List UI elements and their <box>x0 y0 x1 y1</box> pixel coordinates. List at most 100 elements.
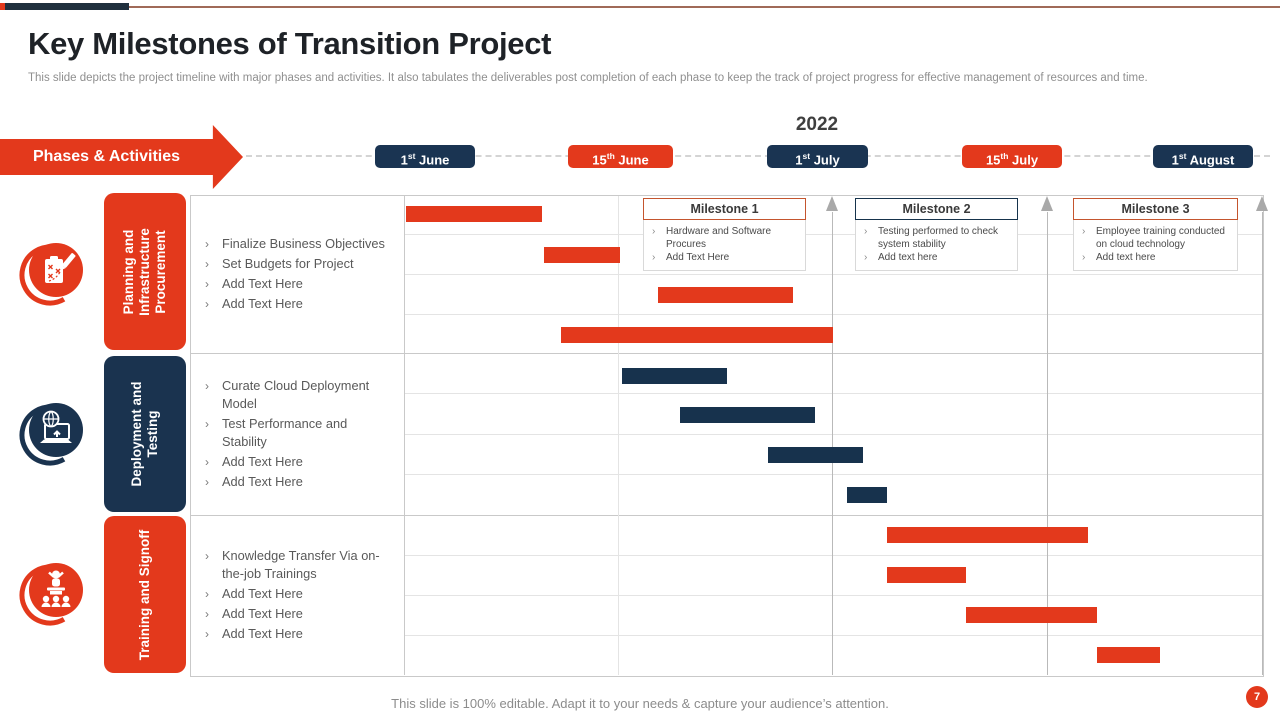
milestone-item: › Testing performed to check system stabi… <box>864 226 999 250</box>
date-pill-1st-august: 1st August <box>1153 145 1253 168</box>
activity-item: › Add Text Here <box>205 276 303 291</box>
activity-item: › Add Text Here <box>205 606 303 621</box>
topbar-rule-line <box>129 6 1280 8</box>
chevron-bullet: › <box>205 549 209 563</box>
phase-label-deployment: Deployment and Testing <box>104 356 186 512</box>
slide-subtitle: This slide depicts the project timeline … <box>28 72 1148 84</box>
milestone-items: › Testing performed to check system stabi… <box>855 220 1018 271</box>
grid-row-line <box>404 635 1262 636</box>
chevron-bullet: › <box>1082 252 1086 263</box>
laptop-cloud-icon <box>19 398 89 468</box>
gantt-bar <box>406 206 542 222</box>
clipboard-strategy-icon <box>19 238 89 308</box>
gantt-bar <box>658 287 793 303</box>
date-pill-15th-june: 15th June <box>568 145 673 168</box>
chevron-bullet: › <box>864 226 868 237</box>
page-title: Key Milestones of Transition Project <box>28 26 552 61</box>
chevron-bullet: › <box>205 607 209 621</box>
activities-list: › Knowledge Transfer Via on-the-job Train… <box>190 515 404 675</box>
milestone-arrow-up-icon <box>826 196 838 211</box>
topbar-red-segment <box>0 3 5 10</box>
activity-item: › Add Text Here <box>205 296 303 311</box>
year-label: 2022 <box>795 114 839 135</box>
gantt-bar <box>544 247 620 263</box>
grid-column-line <box>618 195 619 675</box>
activity-item: › Test Performance and Stability <box>205 416 348 449</box>
banner-label: Phases & Activities <box>32 148 181 165</box>
grid-row-line <box>404 393 1262 394</box>
timeline-dashed-line <box>246 155 1270 157</box>
activity-item: › Add Text Here <box>205 454 303 469</box>
milestone-title: Milestone 2 <box>855 198 1018 220</box>
chevron-bullet: › <box>205 237 209 251</box>
chevron-bullet: › <box>205 455 209 469</box>
milestone-line <box>1262 212 1263 675</box>
chevron-bullet: › <box>652 252 656 263</box>
activity-item: › Add Text Here <box>205 586 303 601</box>
activity-item: › Add Text Here <box>205 626 303 641</box>
milestone-items: › Hardware and Software Procures › Add Text… <box>643 220 806 271</box>
phase-separator-line <box>190 515 1262 516</box>
chevron-bullet: › <box>1082 226 1086 237</box>
gantt-bar <box>887 527 1088 543</box>
milestone-title: Milestone 1 <box>643 198 806 220</box>
activities-list: › Finalize Business Objectives › Set Budget… <box>190 195 404 353</box>
activity-item: › Set Budgets for Project <box>205 256 354 271</box>
milestone-line <box>832 212 833 675</box>
milestone-item: › Add text here <box>864 252 938 263</box>
grid-row-line <box>404 595 1262 596</box>
chevron-bullet: › <box>205 277 209 291</box>
gantt-bar <box>1097 647 1160 663</box>
milestone-box: Milestone 2 › Testing performed to check s… <box>855 198 1018 271</box>
milestone-item: › Employee training conducted on cloud te… <box>1082 226 1225 250</box>
chevron-bullet: › <box>205 587 209 601</box>
milestone-box: Milestone 3 › Employee training conducted … <box>1073 198 1238 271</box>
chevron-bullet: › <box>205 257 209 271</box>
chevron-bullet: › <box>864 252 868 263</box>
grid-row-line <box>404 314 1262 315</box>
milestone-line <box>1047 212 1048 675</box>
gantt-bar <box>768 447 863 463</box>
activity-item: › Finalize Business Objectives <box>205 236 385 251</box>
chevron-bullet: › <box>205 297 209 311</box>
chevron-bullet: › <box>205 379 209 393</box>
activity-item: › Add Text Here <box>205 474 303 489</box>
footer-note: This slide is 100% editable. Adapt it to… <box>391 696 889 711</box>
activities-gantt-divider <box>404 195 405 675</box>
milestone-arrow-up-icon <box>1041 196 1053 211</box>
date-pill-1st-july: 1st July <box>767 145 868 168</box>
chevron-bullet: › <box>652 226 656 237</box>
chevron-bullet: › <box>205 627 209 641</box>
gantt-bar <box>887 567 966 583</box>
table-outline <box>190 195 1264 677</box>
grid-row-line <box>404 474 1262 475</box>
page-number-badge: 7 <box>1246 686 1268 708</box>
phase-separator-line <box>190 353 1262 354</box>
milestone-item: › Add text here <box>1082 252 1156 263</box>
milestone-item: › Hardware and Software Procures <box>652 226 772 250</box>
milestone-title: Milestone 3 <box>1073 198 1238 220</box>
phase-label-planning: Planning and Infrastructure Procurement <box>104 193 186 350</box>
milestone-box: Milestone 1 › Hardware and Software Procur… <box>643 198 806 271</box>
gantt-bar <box>561 327 833 343</box>
activity-item: › Knowledge Transfer Via on-the-job Train… <box>205 548 380 581</box>
milestone-arrow-up-icon <box>1256 196 1268 211</box>
grid-row-line <box>404 555 1262 556</box>
chevron-bullet: › <box>205 475 209 489</box>
phase-label-training: Training and Signoff <box>104 516 186 673</box>
gantt-bar <box>680 407 815 423</box>
grid-row-line <box>404 234 1262 235</box>
chevron-bullet: › <box>205 417 209 431</box>
activities-list: › Curate Cloud Deployment Model › Test Perf… <box>190 353 404 515</box>
date-pill-15th-july: 15th July <box>962 145 1062 168</box>
gantt-bar <box>966 607 1097 623</box>
trainer-audience-icon <box>19 558 89 628</box>
milestone-item: › Add Text Here <box>652 252 730 263</box>
grid-row-line <box>404 274 1262 275</box>
gantt-bar <box>847 487 887 503</box>
milestone-items: › Employee training conducted on cloud te… <box>1073 220 1238 271</box>
date-pill-1st-june: 1st June <box>375 145 475 168</box>
